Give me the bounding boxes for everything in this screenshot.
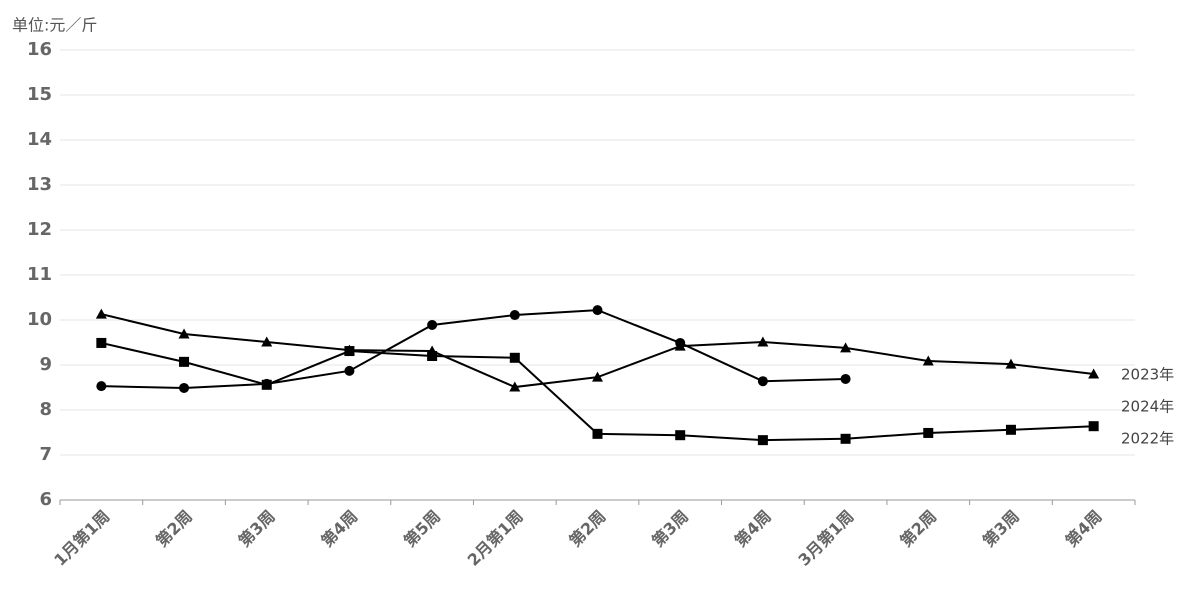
x-tick-label: 第2周: [566, 507, 610, 551]
series-label: 2024年: [1121, 398, 1174, 416]
marker: [1088, 421, 1099, 432]
y-tick-label: 9: [39, 354, 52, 375]
x-tick-label: 第5周: [400, 507, 444, 551]
x-tick-label: 第3周: [235, 507, 279, 551]
marker: [509, 310, 520, 321]
y-axis-unit: 单位:元／斤: [12, 16, 97, 35]
x-tick-label: 第4周: [1062, 507, 1106, 551]
y-tick-label: 16: [27, 39, 52, 60]
marker: [261, 379, 272, 390]
x-tick-label: 1月第1周: [50, 507, 113, 570]
marker: [675, 337, 686, 348]
marker: [1088, 368, 1100, 379]
marker: [757, 336, 769, 347]
marker: [509, 352, 520, 363]
marker: [179, 356, 190, 367]
y-tick-label: 11: [27, 264, 52, 285]
marker: [840, 373, 851, 384]
marker: [757, 376, 768, 387]
marker: [344, 365, 355, 376]
series-label: 2023年: [1121, 366, 1174, 384]
x-tick-label: 3月第1周: [794, 507, 857, 570]
y-tick-label: 10: [27, 309, 52, 330]
marker: [95, 308, 107, 319]
y-tick-label: 6: [39, 489, 52, 510]
marker: [96, 337, 107, 348]
x-tick-label: 2月第1周: [464, 507, 527, 570]
marker: [840, 342, 852, 353]
series-label: 2022年: [1121, 430, 1174, 448]
marker: [592, 371, 603, 382]
marker: [675, 430, 686, 441]
series-line: [101, 309, 846, 389]
y-tick-label: 12: [27, 219, 52, 240]
marker: [592, 305, 603, 316]
marker: [1005, 424, 1016, 435]
y-tick-label: 15: [27, 84, 52, 105]
y-tick-label: 7: [39, 444, 52, 465]
series-line: [101, 341, 1094, 442]
marker: [509, 381, 521, 392]
marker: [757, 435, 768, 446]
marker: [178, 328, 190, 339]
y-tick-label: 14: [27, 129, 52, 150]
marker: [592, 428, 603, 439]
marker: [922, 355, 934, 366]
y-tick-label: 8: [39, 399, 52, 420]
x-tick-label: 第4周: [731, 507, 775, 551]
marker: [1005, 358, 1017, 369]
x-tick-label: 第4周: [317, 507, 361, 551]
marker: [427, 319, 438, 330]
marker: [344, 346, 355, 357]
x-tick-label: 第3周: [648, 507, 692, 551]
y-tick-label: 13: [27, 174, 52, 195]
x-tick-label: 第2周: [152, 507, 196, 551]
marker: [427, 351, 438, 361]
marker: [840, 433, 851, 444]
marker: [261, 336, 273, 347]
marker: [96, 381, 107, 392]
marker: [923, 427, 934, 438]
x-tick-label: 第2周: [896, 507, 940, 551]
x-tick-label: 第3周: [979, 507, 1023, 551]
marker: [179, 382, 190, 393]
